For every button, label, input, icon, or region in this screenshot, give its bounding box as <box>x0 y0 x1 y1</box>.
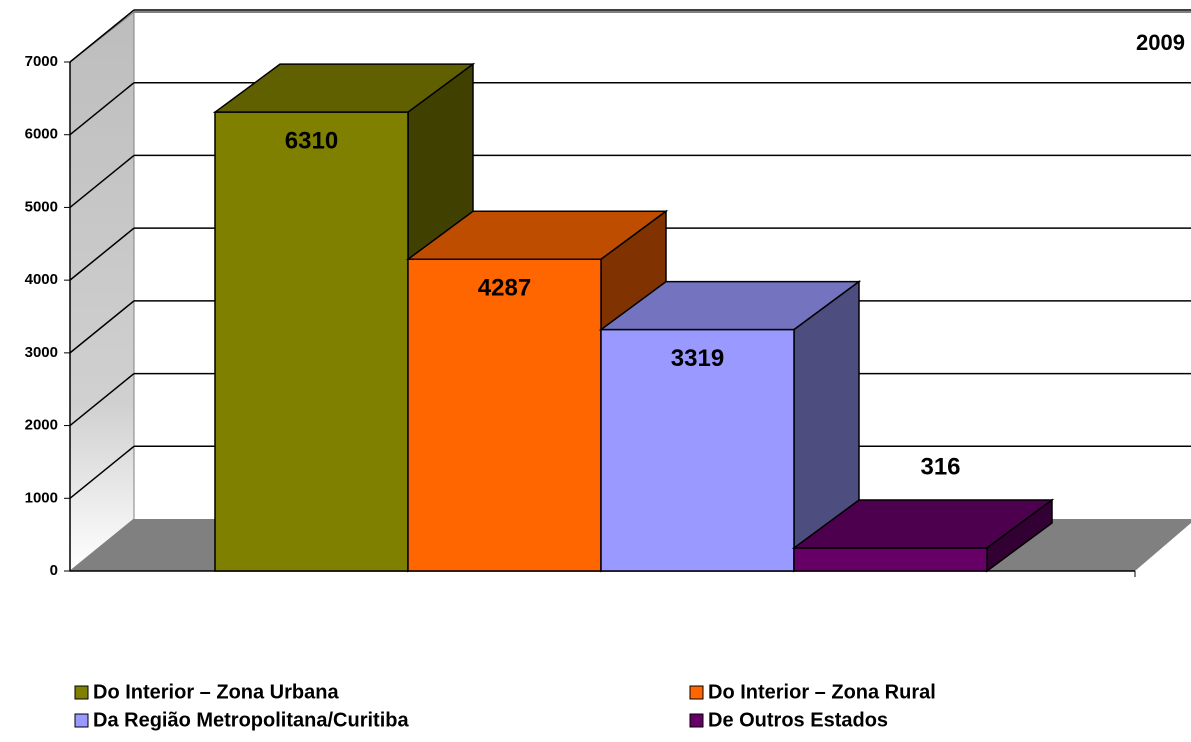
side-wall <box>69 10 135 573</box>
y-tick-label: 4000 <box>25 271 58 288</box>
bar-group <box>598 280 862 573</box>
grid-line <box>69 154 135 209</box>
bar-group <box>791 498 1055 573</box>
data-label: 316 <box>920 453 960 480</box>
y-tick-label: 2000 <box>25 417 58 434</box>
y-tick-label: 3000 <box>25 344 58 361</box>
legend-swatch <box>689 713 704 728</box>
legend-label: De Outros Estados <box>708 709 888 731</box>
bar <box>214 111 409 572</box>
grid-line <box>69 9 135 63</box>
grid-line <box>69 372 135 427</box>
legend-swatch <box>74 713 89 728</box>
bar <box>407 258 602 572</box>
data-label: 3319 <box>671 345 724 372</box>
y-tick-label: 1000 <box>25 489 58 506</box>
bar <box>600 328 795 572</box>
legend-label: Do Interior – Zona Rural <box>708 681 936 703</box>
bar <box>793 547 988 572</box>
grid-line <box>69 300 135 354</box>
y-tick-label: 5000 <box>25 198 58 215</box>
legend-label: Da Região Metropolitana/Curitiba <box>93 709 409 731</box>
grid-line <box>69 82 135 136</box>
data-label: 4287 <box>478 275 531 302</box>
category-label: 2009 <box>1136 30 1185 55</box>
legend-label: Do Interior – Zona Urbana <box>93 681 339 703</box>
data-label: 6310 <box>285 128 338 155</box>
legend-swatch <box>74 685 89 700</box>
grid-line <box>69 227 135 281</box>
grid-line <box>69 445 135 499</box>
y-tick-label: 0 <box>50 562 58 579</box>
y-tick-label: 7000 <box>25 53 58 70</box>
legend-swatch <box>689 685 704 700</box>
y-tick-label: 6000 <box>25 126 58 143</box>
